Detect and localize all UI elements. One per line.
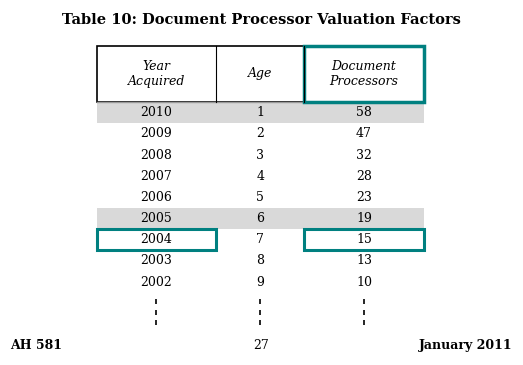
Text: January 2011: January 2011 (419, 339, 513, 352)
Text: 32: 32 (356, 149, 372, 162)
Text: 2008: 2008 (141, 149, 173, 162)
Text: 28: 28 (356, 170, 372, 183)
Text: 58: 58 (356, 106, 372, 119)
Text: Age: Age (248, 68, 272, 80)
Text: Document
Processors: Document Processors (329, 60, 399, 88)
Text: 2003: 2003 (141, 254, 173, 268)
Text: 7: 7 (256, 233, 264, 246)
Text: Year
Acquired: Year Acquired (128, 60, 185, 88)
Bar (97, 208, 424, 229)
Text: 10: 10 (356, 276, 372, 289)
Bar (97, 46, 424, 102)
Text: Table 10: Document Processor Valuation Factors: Table 10: Document Processor Valuation F… (62, 13, 461, 27)
Text: 6: 6 (256, 212, 264, 225)
Text: 13: 13 (356, 254, 372, 268)
Text: 2006: 2006 (141, 191, 173, 204)
Bar (304, 229, 424, 250)
Text: 2004: 2004 (141, 233, 173, 246)
Text: 15: 15 (356, 233, 372, 246)
Text: 2: 2 (256, 127, 264, 141)
Text: 8: 8 (256, 254, 264, 268)
Text: 4: 4 (256, 170, 264, 183)
Text: 2002: 2002 (141, 276, 172, 289)
Bar (97, 229, 216, 250)
Text: 3: 3 (256, 149, 264, 162)
Text: 9: 9 (256, 276, 264, 289)
Text: 2007: 2007 (141, 170, 172, 183)
Text: 2009: 2009 (141, 127, 172, 141)
Text: 2010: 2010 (141, 106, 173, 119)
Text: 19: 19 (356, 212, 372, 225)
Text: 23: 23 (356, 191, 372, 204)
Bar (97, 102, 424, 123)
Text: 27: 27 (254, 339, 269, 352)
Text: 5: 5 (256, 191, 264, 204)
Text: AH 581: AH 581 (10, 339, 62, 352)
Bar (304, 46, 424, 102)
Text: 1: 1 (256, 106, 264, 119)
Text: 2005: 2005 (141, 212, 172, 225)
Text: 47: 47 (356, 127, 372, 141)
